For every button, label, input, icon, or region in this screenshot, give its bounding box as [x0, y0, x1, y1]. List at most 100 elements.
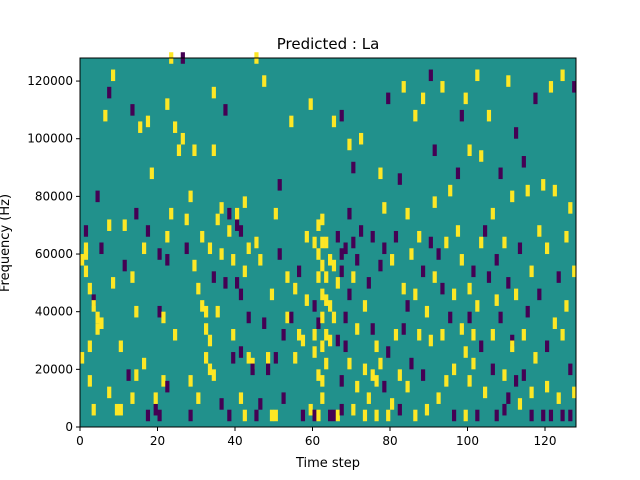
y-tick-label: 40000: [35, 305, 73, 319]
heatmap-cell: [184, 213, 189, 226]
heatmap-cell: [440, 328, 445, 341]
heatmap-cell: [475, 300, 480, 312]
heatmap-cell: [525, 305, 530, 318]
heatmap-cell: [161, 311, 166, 324]
heatmap-cell: [316, 369, 321, 381]
heatmap-cell: [204, 305, 209, 318]
heatmap-cell: [169, 207, 174, 220]
heatmap-cell: [111, 69, 116, 82]
heatmap-cell: [192, 144, 197, 157]
heatmap-cell: [273, 409, 278, 422]
heatmap-cell: [374, 409, 379, 422]
heatmap-cell: [235, 207, 240, 220]
heatmap-cell: [359, 132, 364, 145]
heatmap-cell: [107, 86, 112, 99]
heatmap-cell: [452, 363, 457, 376]
heatmap-cell: [529, 265, 534, 278]
heatmap-cell: [521, 369, 526, 381]
heatmap-cell: [335, 409, 340, 422]
heatmap-cell: [355, 254, 360, 266]
heatmap-cell: [238, 225, 244, 237]
heatmap-cell: [211, 144, 216, 157]
heatmap-cell: [424, 403, 430, 416]
heatmap-cell: [200, 300, 205, 312]
heatmap-cell: [475, 409, 480, 422]
heatmap-cell: [246, 352, 251, 364]
heatmap-cell: [444, 236, 449, 249]
heatmap-cell: [366, 277, 371, 289]
heatmap-cell: [238, 346, 244, 358]
heatmap-cell: [316, 317, 321, 329]
heatmap-cell: [277, 248, 282, 260]
heatmap-cell: [324, 294, 329, 306]
heatmap-cell: [397, 369, 402, 381]
heatmap-cell: [219, 202, 224, 214]
y-tick-label: 20000: [35, 362, 73, 376]
chart-title: Predicted : La: [277, 35, 380, 53]
heatmap-cell: [331, 409, 337, 422]
heatmap-cell: [421, 265, 426, 278]
heatmap-cell: [409, 248, 414, 260]
heatmap-cell: [455, 225, 461, 237]
y-tick-label: 60000: [35, 247, 73, 261]
heatmap-cell: [165, 254, 170, 266]
heatmap-cell: [564, 300, 569, 312]
heatmap-cell: [417, 328, 422, 341]
heatmap-cell: [448, 184, 453, 197]
heatmap-cell: [397, 403, 402, 416]
heatmap-cell: [130, 104, 135, 116]
heatmap-cell: [250, 363, 255, 376]
heatmap-cell: [145, 115, 151, 128]
heatmap-cell: [552, 184, 557, 197]
heatmap-cell: [339, 403, 344, 416]
heatmap-cell: [494, 409, 499, 422]
x-tick-label: 100: [456, 434, 479, 448]
heatmap-cell: [223, 277, 228, 289]
heatmap-cell: [572, 81, 577, 93]
heatmap-cell: [227, 225, 232, 237]
heatmap-cell: [362, 363, 368, 376]
heatmap-cell: [440, 282, 445, 295]
heatmap-cell: [405, 207, 410, 220]
heatmap-cell: [95, 311, 100, 324]
heatmap-cell: [386, 346, 391, 358]
heatmap-cell: [382, 242, 387, 255]
heatmap-cell: [529, 409, 534, 422]
heatmap-cell: [320, 392, 325, 404]
heatmap-cell: [312, 300, 317, 312]
heatmap-cell: [231, 254, 236, 266]
heatmap-cell: [533, 92, 538, 105]
heatmap-cell: [215, 213, 220, 226]
heatmap-cell: [118, 340, 123, 353]
heatmap-cell: [471, 265, 476, 278]
heatmap-cell: [355, 323, 360, 335]
heatmap-cell: [142, 242, 147, 255]
heatmap-cell: [304, 294, 309, 306]
heatmap-cell: [269, 409, 275, 422]
heatmap-cell: [335, 334, 340, 347]
heatmap-cell: [335, 277, 340, 289]
heatmap-cell: [134, 305, 139, 318]
heatmap-cell: [95, 323, 100, 335]
heatmap-cell: [300, 409, 306, 422]
heatmap-cell: [91, 300, 96, 312]
heatmap-cell: [347, 288, 352, 301]
heatmap-cell: [320, 259, 325, 272]
heatmap-cell: [347, 357, 352, 370]
plot-frame: [79, 57, 577, 428]
heatmap-cell: [440, 81, 445, 93]
heatmap-cell: [173, 121, 178, 133]
heatmap-cell: [390, 254, 395, 266]
heatmap-cell: [161, 375, 166, 387]
heatmap-cell: [386, 92, 391, 105]
heatmap-cell: [475, 69, 480, 82]
heatmap-cell: [382, 380, 387, 393]
heatmap-cell: [246, 242, 251, 255]
heatmap-cell: [351, 271, 356, 283]
heatmap-cell: [560, 409, 565, 422]
heatmap-cell: [211, 86, 216, 99]
heatmap-cell: [273, 207, 278, 220]
heatmap-cell: [107, 219, 112, 231]
heatmap-cell: [514, 127, 519, 139]
